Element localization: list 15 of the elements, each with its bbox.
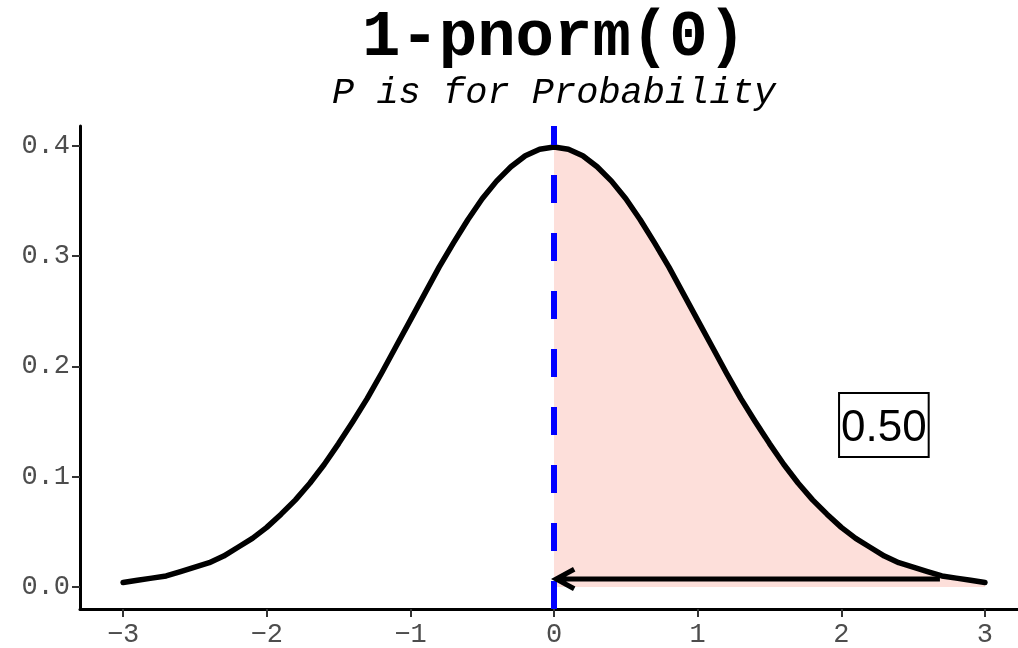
y-tick-label: 0.1 (21, 461, 70, 492)
x-tick-label: 2 (833, 619, 850, 648)
y-tick-label: 0.3 (21, 241, 70, 272)
y-tick-label: 0.2 (21, 351, 70, 382)
x-tick-label: −1 (394, 619, 427, 648)
x-tick-label: −3 (106, 619, 140, 648)
y-tick-label: 0.0 (21, 571, 70, 602)
chart-subtitle: P is for Probability (331, 71, 777, 114)
x-tick-label: 1 (689, 619, 706, 648)
chart-title: 1-pnorm(0) (361, 2, 747, 74)
x-tick-label: 3 (976, 619, 994, 648)
x-tick-label: 0 (545, 619, 563, 648)
y-tick-label: 0.4 (21, 130, 70, 161)
x-tick-label: −2 (250, 619, 283, 648)
annotation: 0.50 (841, 400, 927, 450)
